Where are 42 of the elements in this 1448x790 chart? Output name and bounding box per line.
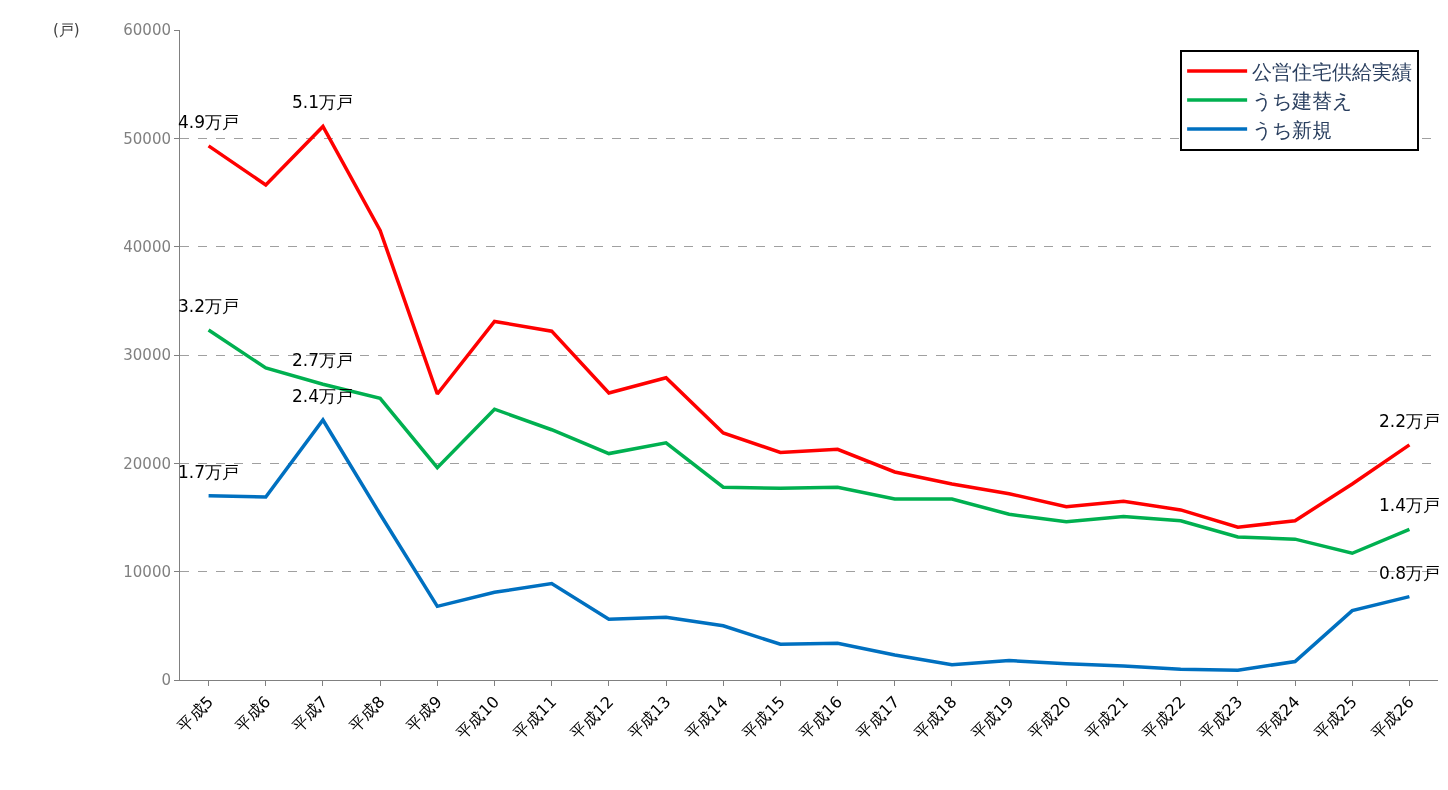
x-tick-label: 平成9: [402, 692, 446, 736]
annotation: 5.1万戸: [292, 92, 354, 112]
x-tick-label: 平成14: [681, 692, 732, 743]
x-tick-label: 平成16: [795, 692, 847, 743]
x-tick-label: 平成20: [1024, 692, 1075, 743]
x-tick-label: 平成8: [345, 692, 389, 736]
x-tick-label: 平成15: [738, 692, 789, 743]
x-tick-label: 平成13: [624, 692, 675, 743]
x-tick-label: 平成25: [1310, 692, 1361, 743]
x-tick-label: 平成17: [852, 692, 904, 743]
x-tick-label: 平成26: [1367, 692, 1418, 743]
x-tick-label: 平成18: [909, 692, 961, 743]
y-tick-label: 50000: [123, 129, 171, 148]
annotation: 2.2万戸: [1379, 411, 1441, 431]
x-tick-label: 平成5: [173, 692, 218, 736]
legend-label: うち建替え: [1252, 88, 1353, 113]
x-tick-label: 平成22: [1138, 692, 1190, 743]
x-tick-label: 平成12: [566, 692, 618, 743]
y-tick-label: 40000: [123, 237, 171, 256]
annotation: 2.4万戸: [292, 386, 354, 406]
annotation: 2.7万戸: [292, 350, 354, 370]
y-tick-label: 0: [161, 671, 171, 690]
y-tick-label: 30000: [123, 346, 171, 365]
legend-label: 公営住宅供給実績: [1252, 59, 1413, 84]
x-tick-label: 平成21: [1081, 692, 1132, 743]
annotation: 4.9万戸: [178, 112, 240, 132]
annotation: 3.2万戸: [178, 296, 240, 316]
x-tick-label: 平成19: [967, 692, 1018, 743]
x-tick-label: 平成24: [1253, 692, 1304, 743]
annotation: 1.4万戸: [1379, 495, 1441, 515]
y-axis-title: (戸): [53, 21, 80, 39]
y-tick-label: 60000: [123, 21, 171, 40]
x-tick-label: 平成10: [452, 692, 503, 743]
annotation: 1.7万戸: [178, 462, 240, 482]
annotation: 0.8万戸: [1379, 563, 1441, 583]
legend-label: うち新規: [1252, 117, 1333, 142]
x-tick-label: 平成23: [1195, 692, 1247, 743]
x-tick-label: 平成6: [230, 692, 275, 736]
y-tick-label: 10000: [123, 562, 171, 581]
y-tick-label: 20000: [123, 454, 171, 473]
x-tick-label: 平成11: [509, 692, 561, 743]
x-tick-label: 平成7: [288, 692, 332, 736]
